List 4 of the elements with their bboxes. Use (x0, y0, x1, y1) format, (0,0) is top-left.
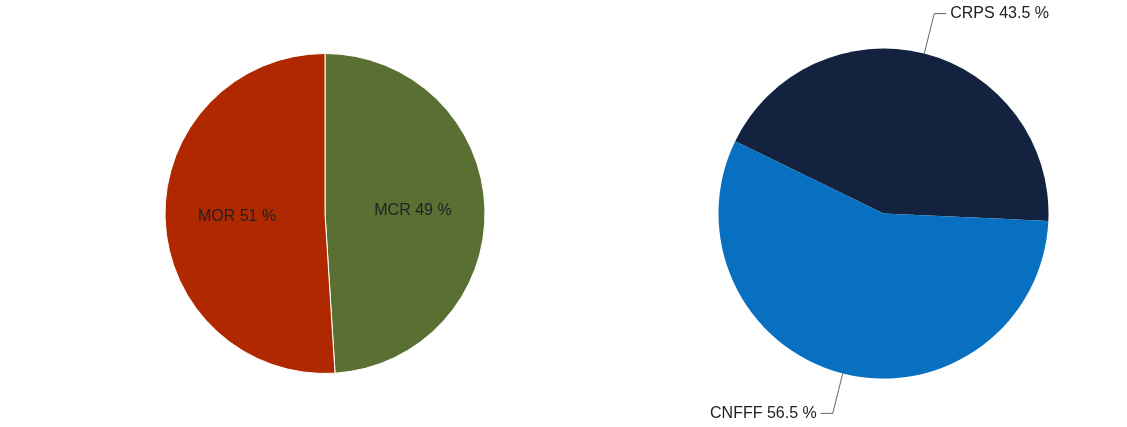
slice-label: MOR 51 % (197, 206, 277, 224)
slice-label: CRPS 43.5 % (950, 4, 1049, 22)
slice-label: CNFFF 56.5 % (710, 403, 817, 421)
slice-label: MCR 49 % (374, 201, 452, 219)
